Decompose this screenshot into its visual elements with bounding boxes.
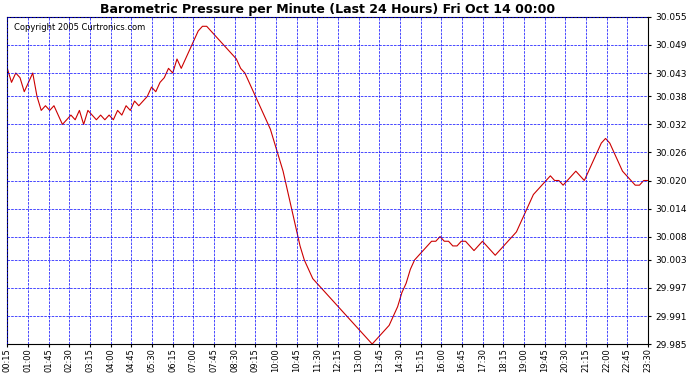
Title: Barometric Pressure per Minute (Last 24 Hours) Fri Oct 14 00:00: Barometric Pressure per Minute (Last 24 … xyxy=(100,3,555,16)
Text: Copyright 2005 Curtronics.com: Copyright 2005 Curtronics.com xyxy=(14,24,145,33)
